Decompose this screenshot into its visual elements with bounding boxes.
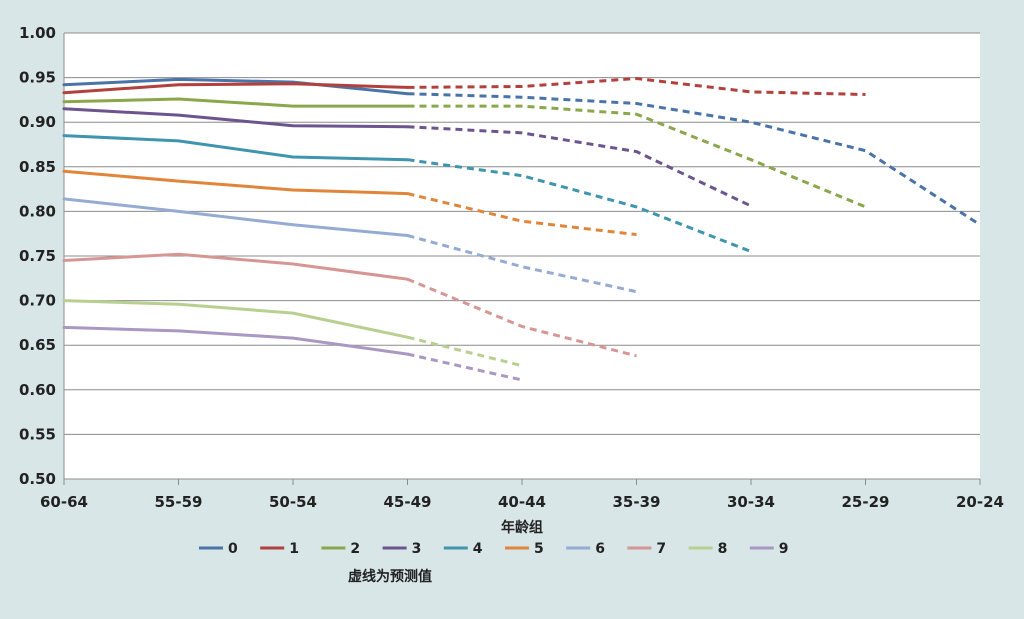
y-tick-label: 0.95 xyxy=(19,69,56,87)
legend-label: 3 xyxy=(412,541,422,557)
series-line-forecast xyxy=(407,335,523,368)
y-tick-label: 0.90 xyxy=(19,113,56,131)
x-tick-label: 50-54 xyxy=(269,493,317,511)
series-line-forecast xyxy=(407,234,637,294)
series-6 xyxy=(62,197,637,294)
legend-label: 8 xyxy=(718,541,728,557)
series-line-forecast xyxy=(406,277,637,358)
legend-item-4: 4 xyxy=(443,541,483,557)
x-tick-label: 45-49 xyxy=(384,493,432,511)
x-tick-label: 60-64 xyxy=(40,493,88,511)
series-2 xyxy=(62,97,867,209)
series-4 xyxy=(62,134,752,253)
series-line-observed xyxy=(62,299,409,339)
series-line-forecast xyxy=(407,125,752,208)
x-axis-title: 年龄组 xyxy=(501,519,543,536)
y-tick-label: 0.55 xyxy=(19,425,56,443)
legend-item-7: 7 xyxy=(627,541,666,557)
series-line-forecast xyxy=(407,104,867,209)
series-line-observed xyxy=(62,325,409,356)
grid-lines xyxy=(64,32,980,480)
legend-label: 4 xyxy=(473,541,483,557)
x-tick-label: 25-29 xyxy=(842,493,890,511)
series-line-observed xyxy=(62,134,409,162)
legend-item-5: 5 xyxy=(505,541,544,557)
series-0 xyxy=(62,77,981,227)
series-line-forecast xyxy=(407,352,523,382)
series-line-forecast xyxy=(407,76,866,96)
legend-item-9: 9 xyxy=(749,541,789,557)
series-8 xyxy=(62,299,523,368)
legend-label: 2 xyxy=(350,541,360,557)
series-line-observed xyxy=(62,197,409,237)
legend-item-1: 1 xyxy=(260,541,299,557)
series-line-observed xyxy=(62,77,409,96)
series-line-observed xyxy=(62,252,409,281)
y-tick-label: 0.70 xyxy=(19,292,56,310)
y-tick-label: 0.80 xyxy=(19,202,56,220)
x-tick-label: 35-39 xyxy=(613,493,661,511)
y-tick-label: 0.50 xyxy=(19,470,56,488)
series-line-forecast xyxy=(407,158,752,253)
legend-item-8: 8 xyxy=(688,541,728,557)
series-line-observed xyxy=(62,107,409,129)
legend-label: 6 xyxy=(595,541,605,557)
y-tick-label: 0.65 xyxy=(19,336,56,354)
x-tick-label: 30-34 xyxy=(727,493,775,511)
series-line-observed xyxy=(62,82,409,95)
series-3 xyxy=(62,107,752,208)
legend: 0 1 2 3 4 5 6 7 8 9 xyxy=(199,541,789,557)
series-lines xyxy=(62,76,981,382)
y-tick-label: 0.60 xyxy=(19,381,56,399)
x-tick-label: 40-44 xyxy=(498,493,546,511)
y-tick-label: 0.85 xyxy=(19,158,56,176)
legend-item-0: 0 xyxy=(199,541,238,557)
series-7 xyxy=(62,252,637,358)
y-tick-label: 1.00 xyxy=(19,24,56,42)
x-tick-label: 20-24 xyxy=(956,493,1004,511)
x-tick-label: 55-59 xyxy=(155,493,203,511)
legend-label: 7 xyxy=(656,541,666,557)
legend-label: 9 xyxy=(779,541,789,557)
series-line-forecast xyxy=(407,192,637,237)
forecast-note: 虚线为预测值 xyxy=(348,568,432,585)
axes: 0.50 0.55 0.60 0.65 0.70 0.75 0.80 0.85 0.90 0.95… xyxy=(19,24,1004,511)
series-5 xyxy=(62,169,637,237)
legend-label: 5 xyxy=(534,541,544,557)
series-1 xyxy=(62,76,866,96)
y-tick-label: 0.75 xyxy=(19,247,56,265)
series-line-forecast xyxy=(407,92,981,227)
legend-item-6: 6 xyxy=(566,541,605,557)
legend-label: 0 xyxy=(228,541,238,557)
legend-item-3: 3 xyxy=(382,541,422,557)
series-9 xyxy=(62,325,523,382)
series-line-observed xyxy=(62,169,409,196)
legend-label: 1 xyxy=(289,541,299,557)
series-line-observed xyxy=(62,97,409,108)
legend-item-2: 2 xyxy=(321,541,360,557)
